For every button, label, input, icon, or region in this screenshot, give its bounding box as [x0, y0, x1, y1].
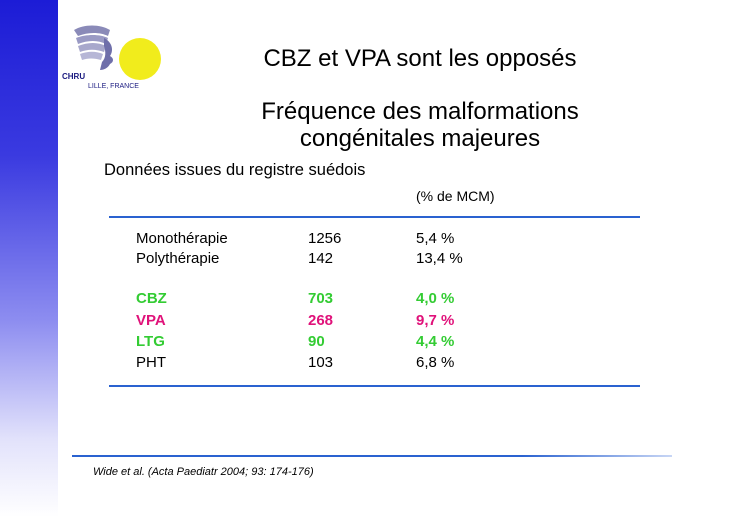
row-label: CBZ [136, 290, 167, 307]
row-count: 142 [308, 250, 334, 267]
logo-text-chru: CHRU [62, 72, 86, 81]
unit-header: (% de MCM) [416, 188, 495, 204]
table-bottom-divider [109, 385, 640, 387]
row-percent: 13,4 % [416, 250, 463, 267]
chru-lille-logo-icon [74, 25, 113, 70]
row-label: LTG [136, 333, 165, 350]
slide-title: CBZ et VPA sont les opposés [263, 45, 577, 72]
table-row: Monothérapie 1256 5,4 % [136, 230, 586, 250]
row-count: 90 [308, 333, 325, 350]
logo-text-lille: LILLE, FRANCE [88, 83, 139, 90]
row-label: VPA [136, 312, 166, 329]
table-row: LTG 90 4,4 % [136, 333, 586, 353]
table-row: CBZ 703 4,0 % [136, 290, 586, 310]
left-gradient-bar [0, 0, 58, 517]
row-percent: 6,8 % [416, 354, 455, 371]
row-percent: 5,4 % [416, 230, 455, 247]
row-label: Monothérapie [136, 230, 228, 247]
row-label: Polythérapie [136, 250, 220, 267]
slide-subtitle: Fréquence des malformations congénitales… [200, 98, 640, 152]
table-row: PHT 103 6,8 % [136, 354, 586, 374]
slide-subtitle-line1: Fréquence des malformations [261, 98, 579, 125]
row-count: 268 [308, 312, 334, 329]
table-row: Polythérapie 142 13,4 % [136, 250, 586, 270]
row-count: 1256 [308, 230, 342, 247]
data-source-text: Données issues du registre suédois [104, 161, 366, 179]
citation: Wide et al. (Acta Paediatr 2004; 93: 174… [93, 466, 314, 478]
row-count: 103 [308, 354, 334, 371]
row-count: 703 [308, 290, 334, 307]
row-percent: 4,4 % [416, 333, 455, 350]
slide-subtitle-line2: congénitales majeures [299, 125, 541, 152]
row-percent: 9,7 % [416, 312, 455, 329]
row-label: PHT [136, 354, 166, 371]
footer-divider [72, 455, 672, 457]
table-top-divider [109, 216, 640, 218]
row-percent: 4,0 % [416, 290, 455, 307]
logo-sun-icon [119, 38, 161, 80]
table-row: VPA 268 9,7 % [136, 312, 586, 332]
